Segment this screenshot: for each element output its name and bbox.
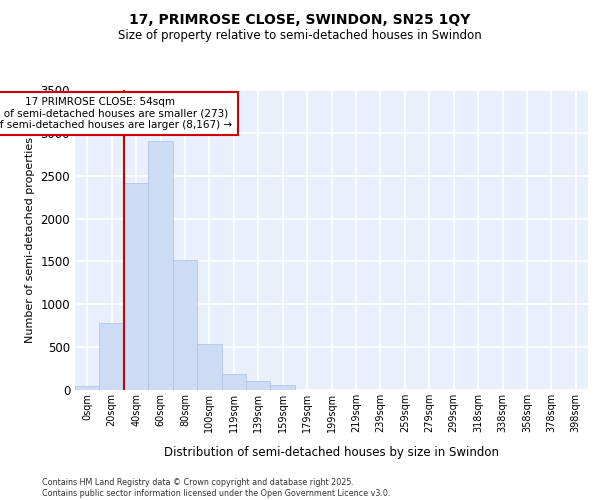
Bar: [246, 382, 271, 390]
Bar: [271, 386, 295, 390]
Text: 17 PRIMROSE CLOSE: 54sqm
← 3% of semi-detached houses are smaller (273)
96% of s: 17 PRIMROSE CLOSE: 54sqm ← 3% of semi-de…: [0, 97, 232, 130]
Bar: [173, 260, 197, 390]
Bar: [148, 142, 173, 390]
Bar: [221, 374, 246, 390]
Bar: [100, 323, 124, 390]
X-axis label: Distribution of semi-detached houses by size in Swindon: Distribution of semi-detached houses by …: [164, 446, 499, 459]
Text: Size of property relative to semi-detached houses in Swindon: Size of property relative to semi-detach…: [118, 28, 482, 42]
Bar: [124, 182, 148, 390]
Text: 17, PRIMROSE CLOSE, SWINDON, SN25 1QY: 17, PRIMROSE CLOSE, SWINDON, SN25 1QY: [130, 12, 470, 26]
Y-axis label: Number of semi-detached properties: Number of semi-detached properties: [25, 137, 35, 343]
Text: Contains HM Land Registry data © Crown copyright and database right 2025.
Contai: Contains HM Land Registry data © Crown c…: [42, 478, 391, 498]
Bar: [197, 344, 221, 390]
Bar: [75, 386, 100, 390]
